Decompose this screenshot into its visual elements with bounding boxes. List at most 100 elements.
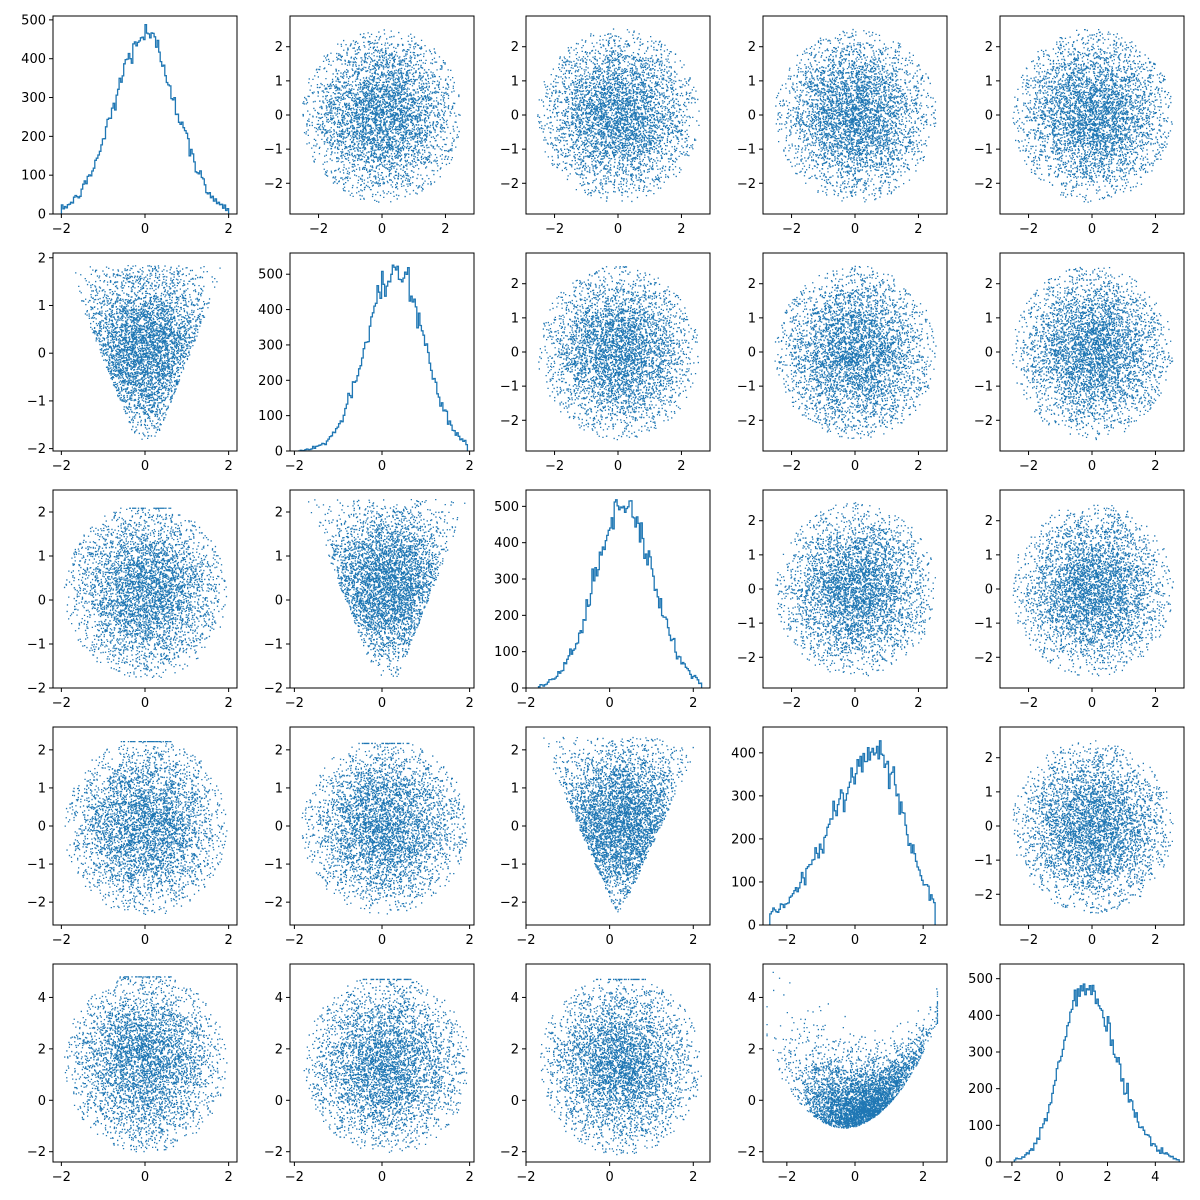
- x-tick-label: 2: [224, 1170, 232, 1185]
- scatter-series: [301, 742, 468, 915]
- panel-r2-c0: −2 0 2 −2 −1 0 1 2: [27, 489, 238, 711]
- y-tick-label: 1: [511, 781, 519, 796]
- x-tick-label: 0: [605, 696, 613, 711]
- x-tick-label: −2: [1019, 459, 1038, 474]
- scatter-series: [540, 978, 702, 1156]
- y-tick-label: 2: [511, 40, 519, 55]
- x-tick-label: 0: [378, 459, 386, 474]
- y-tick-label: −2: [974, 177, 993, 192]
- scatter-points: [1012, 740, 1174, 914]
- x-tick-label: −2: [545, 222, 564, 237]
- y-tick-label: 0: [38, 820, 46, 835]
- y-tick-label: 1: [748, 548, 756, 563]
- x-tick-label: −2: [52, 933, 71, 948]
- x-tick-label: 2: [914, 222, 922, 237]
- x-tick-label: −2: [545, 459, 564, 474]
- x-tick-label: 0: [141, 459, 149, 474]
- y-tick-label: 1: [985, 785, 993, 800]
- axes-frame: [52, 15, 238, 215]
- y-tick-label: −1: [974, 617, 993, 632]
- scatter-points: [75, 265, 221, 440]
- panel-r3-c0: −2 0 2 −2 −1 0 1 2: [27, 726, 238, 948]
- y-tick-label: −2: [500, 177, 519, 192]
- y-tick-label: 0: [985, 346, 993, 361]
- x-tick-label: 2: [224, 459, 232, 474]
- x-tick-label: 0: [851, 1170, 859, 1185]
- y-tick-label: 400: [258, 303, 283, 318]
- y-tick-label: 200: [258, 374, 283, 389]
- scatter-series: [75, 265, 221, 440]
- panel-r1-c0: −2 0 2 −2 −1 0 1 2: [27, 251, 238, 474]
- y-tick-label: −2: [974, 651, 993, 666]
- y-tick-label: 2: [38, 1042, 46, 1057]
- x-tick-label: 0: [1088, 933, 1096, 948]
- x-tick-label: −2: [1019, 696, 1038, 711]
- y-tick-label: −2: [500, 896, 519, 911]
- x-tick-label: 0: [851, 933, 859, 948]
- y-tick-label: 200: [731, 832, 756, 847]
- y-tick-label: 1: [275, 550, 283, 565]
- x-tick-label: 2: [1151, 459, 1159, 474]
- y-tick-label: 500: [21, 13, 46, 28]
- x-tick-label: 0: [141, 696, 149, 711]
- x-tick-label: 0: [378, 933, 386, 948]
- y-tick-label: 2: [985, 514, 993, 529]
- x-tick-label: −2: [309, 222, 328, 237]
- x-tick-label: 2: [1151, 696, 1159, 711]
- y-tick-label: −1: [27, 858, 46, 873]
- x-tick-label: 0: [1088, 222, 1096, 237]
- x-tick-label: 2: [919, 933, 927, 948]
- x-tick-label: 2: [1103, 1170, 1111, 1185]
- scatter-points: [537, 28, 700, 203]
- x-tick-label: 0: [141, 222, 149, 237]
- scatter-points: [543, 736, 694, 913]
- y-tick-label: 100: [968, 1119, 993, 1134]
- y-tick-label: 500: [968, 972, 993, 987]
- x-tick-label: 2: [689, 933, 697, 948]
- y-tick-label: 0: [511, 109, 519, 124]
- x-tick-label: 0: [851, 696, 859, 711]
- x-tick-label: 2: [914, 696, 922, 711]
- y-tick-label: 2: [985, 751, 993, 766]
- x-tick-label: 0: [605, 933, 613, 948]
- axes-frame: [999, 963, 1185, 1163]
- y-tick-label: 2: [511, 743, 519, 758]
- x-tick-label: 0: [614, 459, 622, 474]
- panel-r2-c3: −2 0 2 −2 −1 0 1 2: [737, 489, 948, 711]
- x-tick-label: 4: [1151, 1170, 1159, 1185]
- y-tick-label: 300: [968, 1046, 993, 1061]
- axes-frame: [525, 489, 711, 689]
- y-tick-label: 100: [21, 169, 46, 184]
- y-tick-label: 0: [275, 1094, 283, 1109]
- y-tick-label: −2: [264, 1145, 283, 1160]
- y-tick-label: 400: [731, 746, 756, 761]
- histogram-line: [537, 499, 703, 688]
- scatter-series: [64, 976, 228, 1153]
- y-tick-label: 2: [511, 277, 519, 292]
- x-tick-label: 0: [1056, 1170, 1064, 1185]
- y-tick-label: 4: [275, 991, 283, 1006]
- y-tick-label: −1: [974, 380, 993, 395]
- y-tick-label: 400: [494, 536, 519, 551]
- x-tick-label: 0: [378, 222, 386, 237]
- y-tick-label: −1: [500, 380, 519, 395]
- y-tick-label: 1: [511, 311, 519, 326]
- axes-frame: [762, 726, 948, 926]
- x-tick-label: 2: [224, 933, 232, 948]
- y-tick-label: 100: [258, 409, 283, 424]
- scatter-series: [538, 266, 699, 441]
- x-tick-label: −2: [52, 1170, 71, 1185]
- axes-frame: [52, 963, 238, 1163]
- y-tick-label: 0: [511, 1094, 519, 1109]
- y-tick-label: 0: [38, 1094, 46, 1109]
- y-tick-label: −2: [264, 896, 283, 911]
- x-tick-label: 2: [689, 696, 697, 711]
- y-tick-label: 0: [38, 594, 46, 609]
- panel-r4-c1: −2 0 2 −2 0 2 4: [264, 963, 475, 1185]
- y-tick-label: 100: [494, 645, 519, 660]
- x-tick-label: 2: [465, 933, 473, 948]
- scatter-series: [775, 502, 936, 677]
- scatter-series: [64, 741, 228, 915]
